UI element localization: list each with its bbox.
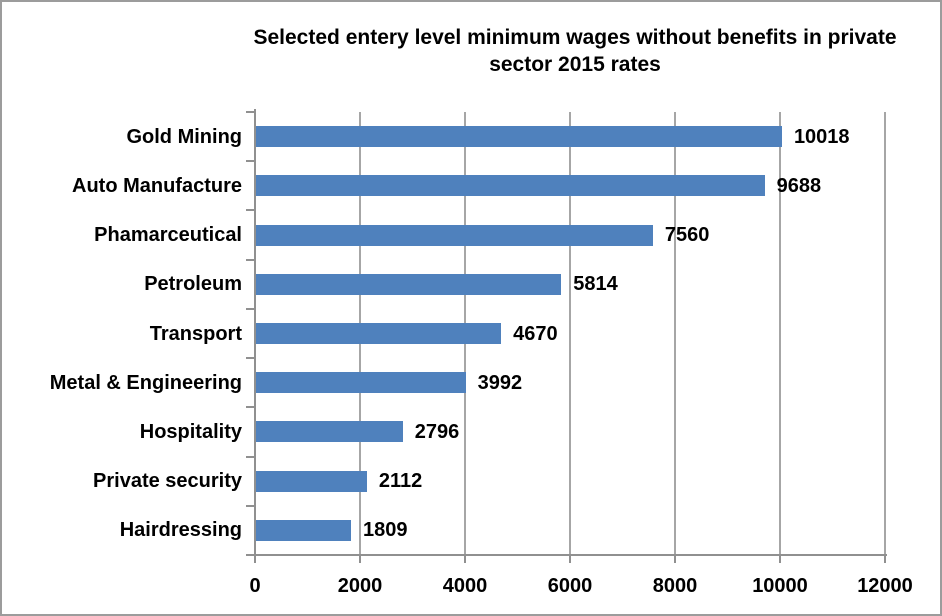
y-axis-tick: [246, 455, 255, 458]
bar: [256, 372, 466, 394]
category-label: Gold Mining: [126, 125, 242, 148]
chart-title: Selected entery level minimum wages with…: [237, 24, 913, 78]
x-axis-tick: [884, 556, 886, 563]
y-axis-tick: [246, 209, 255, 212]
x-axis-tick: [674, 556, 676, 563]
y-axis-tick: [246, 504, 255, 507]
bar: [256, 273, 562, 295]
bar-value-label: 7560: [664, 224, 710, 247]
x-axis-tick: [569, 556, 571, 563]
x-axis-tick: [779, 556, 781, 563]
y-axis-tick: [246, 160, 255, 163]
x-tick-label: 10000: [752, 575, 808, 597]
bar: [256, 470, 367, 492]
bar-value-label: 5814: [573, 273, 618, 296]
category-label: Auto Manufacture: [72, 174, 242, 197]
gridline: [569, 112, 571, 555]
y-axis-line: [254, 109, 256, 555]
x-tick-label: 8000: [652, 575, 698, 597]
bar: [256, 421, 403, 443]
bar-value-label: 2112: [378, 470, 423, 493]
y-axis-tick: [246, 406, 255, 409]
bar-value-label: 10018: [793, 125, 850, 148]
category-label: Hairdressing: [119, 519, 242, 542]
chart-title-line-1: Selected entery level minimum wages with…: [253, 26, 897, 49]
category-label: Hospitality: [139, 420, 242, 443]
category-label: Transport: [149, 322, 242, 345]
x-axis-tick: [464, 556, 466, 563]
bar-value-label: 4670: [513, 322, 558, 345]
gridline: [674, 112, 676, 555]
y-axis-tick: [246, 357, 255, 360]
category-label: Phamarceutical: [94, 224, 242, 247]
gridline: [779, 112, 781, 555]
x-axis-tick: [359, 556, 361, 563]
bar-value-label: 3992: [477, 371, 523, 394]
bar-value-label: 1809: [362, 519, 408, 542]
bar: [256, 519, 351, 541]
chart-title-line-2: sector 2015 rates: [489, 53, 661, 76]
bar: [256, 126, 782, 148]
x-axis-line: [254, 554, 887, 556]
x-tick-label: 6000: [547, 575, 593, 597]
category-label: Metal & Engineering: [49, 371, 242, 394]
bar: [256, 323, 502, 344]
bar: [256, 224, 653, 246]
x-tick-label: 12000: [857, 575, 913, 597]
x-tick-label: 4000: [442, 575, 488, 597]
y-axis-tick: [246, 258, 255, 261]
bar: [256, 175, 765, 197]
category-label: Petroleum: [144, 273, 242, 296]
bar-value-label: 9688: [776, 174, 822, 197]
y-axis-tick: [246, 111, 255, 113]
x-tick-label: 2000: [337, 575, 383, 597]
y-axis-tick: [246, 554, 255, 556]
category-label: Private security: [93, 470, 242, 493]
gridline: [884, 112, 886, 555]
x-tick-label: 0: [249, 575, 261, 597]
bar-value-label: 2796: [414, 420, 460, 443]
y-axis-tick: [246, 307, 255, 310]
x-axis-tick: [254, 556, 256, 563]
